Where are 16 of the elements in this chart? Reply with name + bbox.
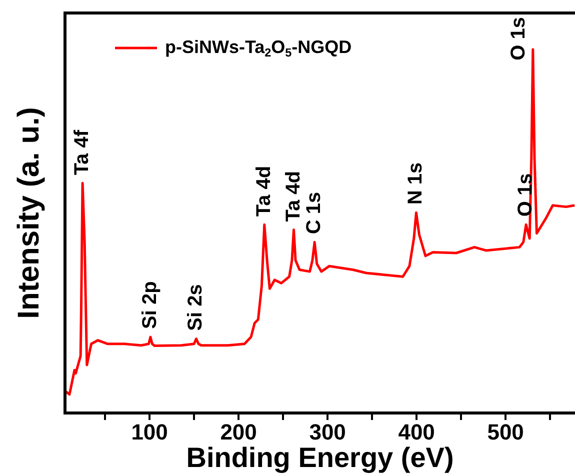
annotation: Si 2p (138, 281, 161, 329)
annotation: Ta 4d (252, 166, 275, 217)
annotation: O 1s (514, 173, 537, 217)
annotation: Si 2s (184, 284, 207, 331)
x-tick-label: 300 (309, 419, 346, 444)
annotation: C 1s (303, 192, 326, 234)
x-axis-title: Binding Energy (eV) (186, 442, 454, 473)
y-axis-title: Intensity (a. u.) (12, 107, 46, 319)
annotation: N 1s (404, 162, 427, 205)
x-tick-label: 200 (220, 419, 257, 444)
annotation: Ta 4f (71, 130, 94, 176)
annotation: Ta 4d (282, 170, 304, 222)
annotation: O 1s (507, 17, 530, 60)
x-tick-label: 500 (487, 419, 524, 444)
x-tick-label: 400 (398, 419, 435, 444)
x-tick-label: 100 (131, 419, 168, 444)
